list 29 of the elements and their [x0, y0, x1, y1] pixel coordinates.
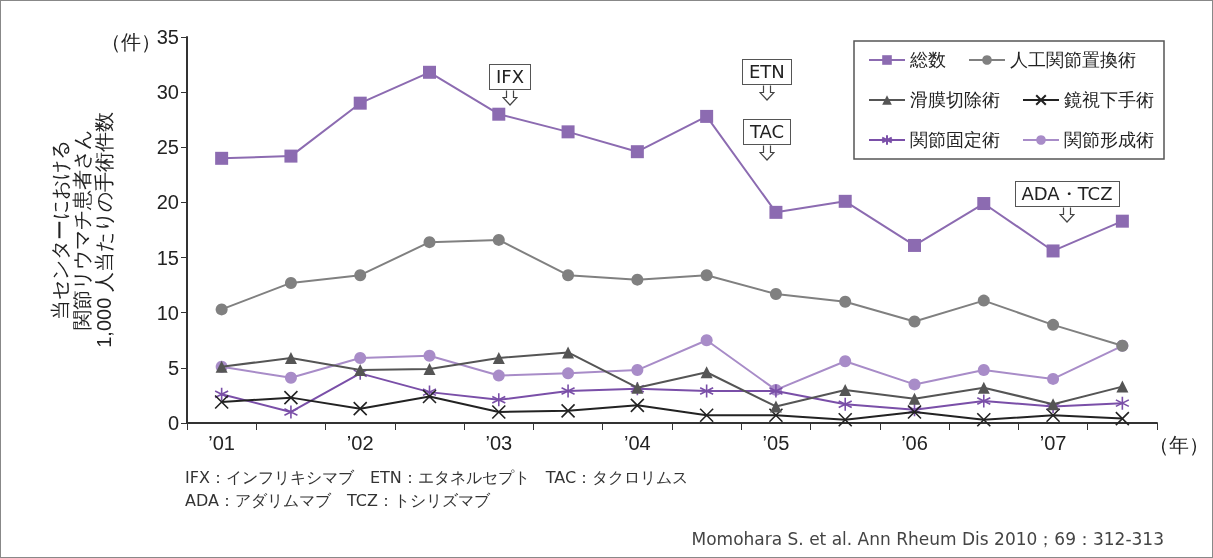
y-tick-label: 25 — [156, 136, 179, 159]
legend-label: 滑膜切除術 — [910, 90, 1000, 110]
annotation: IFX — [489, 64, 531, 90]
y-tick-label: 5 — [167, 356, 179, 379]
legend-label: 鏡視下手術 — [1064, 90, 1154, 110]
text: IFX：インフリキシマブ ETN：エタネルセプト TAC：タクロリムス — [185, 468, 689, 489]
x-tick-label: ’02 — [346, 432, 374, 454]
legend-label: 人工関節置換術 — [1010, 50, 1136, 70]
text: Momohara S. et al. Ann Rheum Dis 2010；69：312-313 — [691, 528, 1164, 551]
y-tick-label: 0 — [167, 412, 179, 434]
x-tick-label: ’05 — [762, 432, 790, 454]
y-tick-label: 10 — [156, 301, 179, 324]
x-axis-title: （年） — [1149, 434, 1209, 456]
x-tick-label: ’04 — [624, 432, 651, 454]
legend-label: 関節形成術 — [1064, 130, 1154, 150]
y-tick-label: 15 — [156, 246, 179, 269]
y-tick-label: 20 — [156, 191, 179, 214]
x-tick-label: ’06 — [901, 432, 928, 454]
x-tick-label: ’01 — [208, 432, 235, 454]
legend-label: 総数 — [909, 50, 946, 70]
y-axis-title: 当センターにおける関節リウマチ患者さん1,000 人当たりの手術件数 — [49, 112, 115, 348]
annotation: ADA・TCZ — [1014, 181, 1120, 207]
annotation: TAC — [743, 119, 792, 145]
legend-label: 関節固定術 — [910, 130, 1000, 150]
x-tick-label: ’07 — [1039, 432, 1067, 454]
annotation: ETN — [742, 59, 792, 85]
text: ADA：アダリムマブ TCZ：トシリズマブ — [185, 491, 490, 512]
y-tick-label: 30 — [156, 81, 179, 104]
x-tick-label: ’03 — [485, 432, 513, 454]
